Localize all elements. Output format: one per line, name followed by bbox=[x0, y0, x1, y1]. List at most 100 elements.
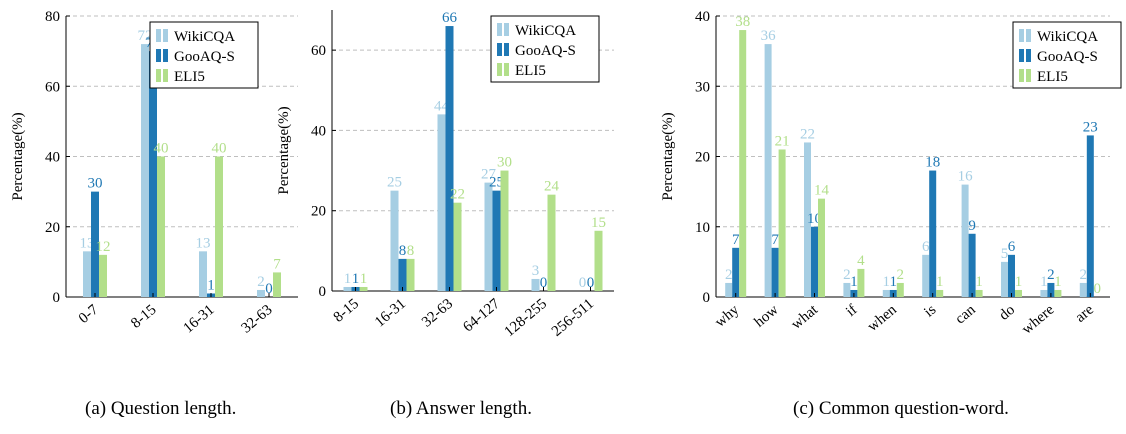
legend-swatch bbox=[1026, 49, 1031, 62]
data-label: 0 bbox=[540, 275, 548, 291]
data-label: 1 bbox=[207, 277, 215, 293]
data-label: 0 bbox=[1094, 281, 1102, 297]
legend-label: WikiCQA bbox=[174, 29, 235, 45]
data-label: 36 bbox=[761, 28, 777, 44]
x-tick-label: when bbox=[865, 301, 901, 334]
data-label: 23 bbox=[1083, 119, 1098, 135]
bar bbox=[273, 272, 281, 297]
data-label: 1 bbox=[883, 274, 891, 290]
chart-3: 010203040Percentage(%)2738why36721how221… bbox=[660, 9, 1122, 338]
y-tick-label: 20 bbox=[695, 150, 710, 166]
bar bbox=[157, 156, 165, 297]
bar bbox=[594, 230, 603, 291]
legend-label: WikiCQA bbox=[1037, 29, 1098, 45]
data-label: 21 bbox=[775, 133, 790, 149]
caption-question-word: (c) Common question-word. bbox=[793, 398, 1009, 419]
legend-swatch bbox=[156, 49, 161, 62]
bar bbox=[922, 254, 930, 297]
legend-swatch bbox=[163, 49, 168, 62]
y-tick-label: 0 bbox=[53, 290, 61, 306]
x-tick-label: 256-511 bbox=[549, 296, 597, 340]
x-tick-label: are bbox=[1073, 302, 1098, 326]
legend-label: ELI5 bbox=[174, 69, 205, 85]
bar bbox=[764, 44, 772, 297]
bar bbox=[500, 170, 509, 291]
bar bbox=[445, 26, 454, 292]
legend-swatch bbox=[504, 23, 509, 36]
y-tick-label: 40 bbox=[311, 123, 326, 139]
data-label: 2 bbox=[897, 267, 905, 283]
bar bbox=[437, 114, 446, 291]
data-label: 18 bbox=[925, 155, 940, 171]
bar bbox=[936, 289, 944, 297]
bar bbox=[91, 191, 99, 297]
data-label: 1 bbox=[850, 274, 858, 290]
bar bbox=[811, 226, 818, 297]
bar bbox=[99, 254, 107, 297]
y-tick-label: 40 bbox=[695, 9, 710, 25]
y-tick-label: 10 bbox=[695, 220, 710, 236]
legend-swatch bbox=[497, 23, 502, 36]
legend: WikiCQA GooAQ-S ELI5 bbox=[149, 21, 259, 89]
data-label: 14 bbox=[814, 183, 830, 199]
data-label: 38 bbox=[735, 14, 750, 30]
x-tick-label: 32-63 bbox=[419, 296, 456, 331]
bar bbox=[778, 149, 786, 297]
x-tick-label: why bbox=[712, 301, 742, 330]
data-label: 8 bbox=[399, 243, 407, 259]
bar bbox=[804, 142, 811, 297]
data-label: 25 bbox=[489, 175, 504, 191]
data-label: 1 bbox=[1040, 274, 1048, 290]
x-tick-label: if bbox=[843, 302, 860, 320]
bar bbox=[484, 182, 493, 291]
caption-question-length: (a) Question length. bbox=[85, 398, 237, 419]
data-label: 3 bbox=[532, 263, 540, 279]
legend-swatch bbox=[1026, 29, 1031, 42]
legend-swatch bbox=[1019, 49, 1024, 62]
data-label: 7 bbox=[273, 256, 281, 272]
data-label: 2 bbox=[1047, 267, 1055, 283]
bar bbox=[771, 247, 779, 297]
data-label: 25 bbox=[387, 175, 402, 191]
data-label: 13 bbox=[80, 235, 95, 251]
bar bbox=[83, 251, 91, 297]
bar bbox=[732, 247, 740, 297]
y-axis-label: Percentage(%) bbox=[660, 112, 676, 200]
data-label: 2 bbox=[257, 274, 265, 290]
bar bbox=[843, 282, 851, 297]
data-label: 4 bbox=[857, 253, 865, 269]
x-tick-label: where bbox=[1019, 302, 1058, 338]
bar bbox=[406, 258, 415, 291]
bar bbox=[257, 289, 265, 297]
chart-1: 020406080Percentage(%)1330120-77270408-1… bbox=[10, 9, 298, 337]
data-label: 7 bbox=[732, 232, 740, 248]
bar bbox=[882, 289, 890, 297]
y-tick-label: 0 bbox=[319, 284, 327, 300]
y-axis-label: Percentage(%) bbox=[276, 106, 292, 194]
x-tick-label: 16-31 bbox=[372, 296, 409, 331]
data-label: 1 bbox=[975, 274, 983, 290]
data-label: 16 bbox=[958, 169, 974, 185]
x-tick-label: 8-15 bbox=[331, 296, 362, 326]
y-tick-label: 40 bbox=[45, 150, 60, 166]
x-tick-label: can bbox=[952, 301, 979, 327]
x-tick-label: 16-31 bbox=[180, 302, 217, 337]
data-label: 1 bbox=[1054, 274, 1062, 290]
y-tick-label: 60 bbox=[45, 79, 60, 95]
bar bbox=[896, 282, 904, 297]
bar bbox=[818, 198, 825, 297]
legend-label: ELI5 bbox=[515, 63, 546, 79]
legend-swatch bbox=[163, 69, 168, 82]
bar bbox=[857, 268, 865, 297]
legend-swatch bbox=[497, 43, 502, 56]
legend-label: WikiCQA bbox=[515, 23, 576, 39]
data-label: 6 bbox=[1008, 239, 1016, 255]
data-label: 24 bbox=[544, 179, 560, 195]
bar bbox=[1047, 282, 1055, 297]
bar bbox=[961, 184, 969, 297]
legend-label: ELI5 bbox=[1037, 69, 1068, 85]
legend-swatch bbox=[1019, 29, 1024, 42]
data-label: 0 bbox=[265, 281, 273, 297]
